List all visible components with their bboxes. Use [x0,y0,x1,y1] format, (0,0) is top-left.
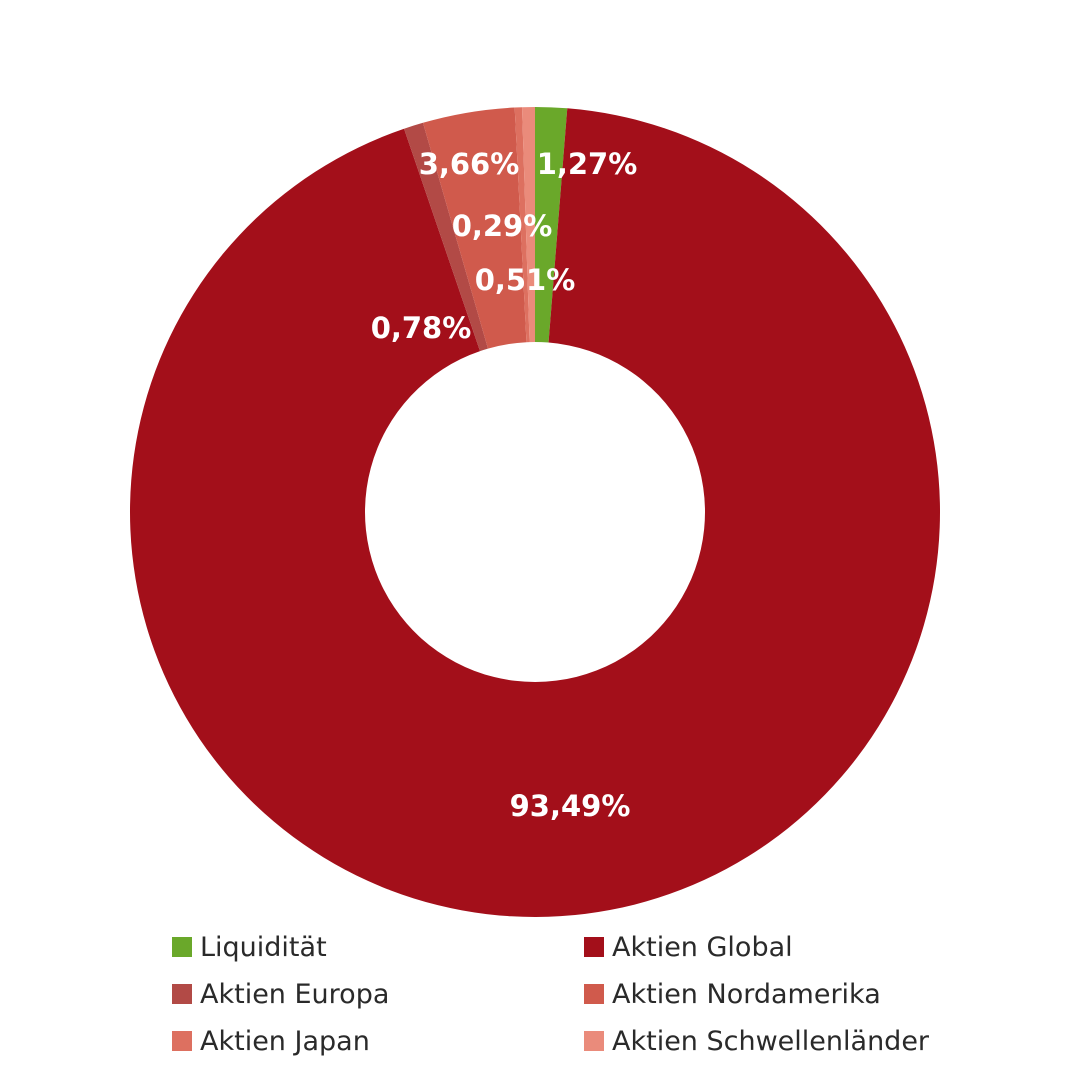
legend-label: Aktien Global [612,931,793,963]
slice-label: 0,51% [475,263,576,297]
legend-swatch [584,984,604,1004]
legend-label: Aktien Europa [200,978,390,1010]
legend-label: Liquidität [200,931,327,963]
legend-item: Aktien Global [584,928,793,966]
labels-layer: 1,27% 93,49% 0,78% 3,66% 0,29% 0,51% [371,147,638,823]
legend-swatch [584,937,604,957]
legend: Liquidität Aktien Global Aktien Europa Akti… [172,928,972,1068]
legend-item: Aktien Japan [172,1022,370,1060]
slice-aktien-schwellenl-nder [522,107,535,343]
legend-label: Aktien Nordamerika [612,978,881,1010]
slice-liquidit-t [535,107,568,343]
slice-aktien-global [130,108,941,918]
slice-aktien-europa [404,122,488,352]
slice-label: 93,49% [510,789,631,823]
slices-layer [130,107,941,918]
legend-item: Liquidität [172,928,327,966]
legend-item: Aktien Nordamerika [584,975,881,1013]
legend-item: Aktien Europa [172,975,389,1013]
legend-label: Aktien Japan [200,1025,370,1057]
slice-aktien-japan [514,107,530,343]
legend-swatch [172,984,192,1004]
legend-swatch [584,1031,604,1051]
slice-label: 0,29% [452,209,553,243]
slice-label: 0,78% [371,311,472,345]
legend-swatch [172,1031,192,1051]
legend-item: Aktien Schwellenländer [584,1022,929,1060]
slice-label: 3,66% [419,147,520,181]
legend-label: Aktien Schwellenländer [612,1025,930,1057]
slice-aktien-nordamerika [422,107,527,349]
legend-swatch [172,937,192,957]
donut-chart: 1,27% 93,49% 0,78% 3,66% 0,29% 0,51% [130,107,941,918]
slice-label: 1,27% [537,147,638,181]
